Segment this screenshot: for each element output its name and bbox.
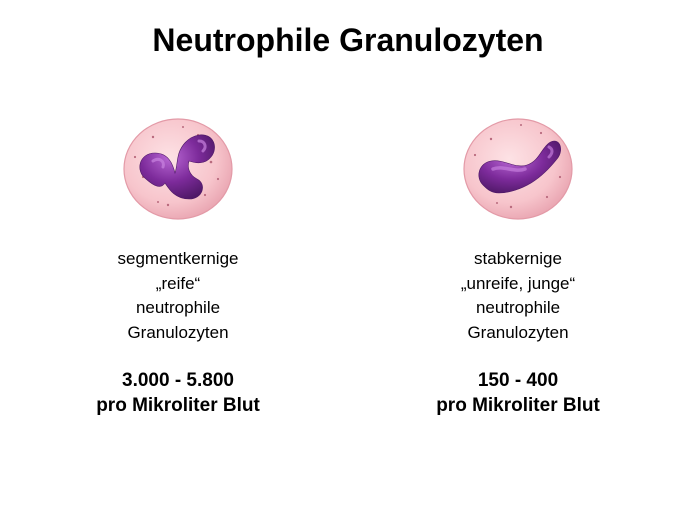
desc-line: segmentkernige [118,249,239,268]
panel-band: stabkernige „unreife, junge“ neutrophile… [398,107,638,419]
count-line: pro Mikroliter Blut [96,395,260,416]
count-line: 3.000 - 5.800 [122,370,234,391]
cell-band-icon [453,107,583,227]
desc-line: neutrophile [136,298,220,317]
count-segmented: 3.000 - 5.800 pro Mikroliter Blut [96,368,260,419]
desc-line: neutrophile [476,298,560,317]
panels-row: segmentkernige „reife“ neutrophile Granu… [0,107,696,419]
desc-line: Granulozyten [467,323,568,342]
count-band: 150 - 400 pro Mikroliter Blut [436,368,600,419]
page-title: Neutrophile Granulozyten [152,22,543,59]
cell-segmented-icon [113,107,243,227]
panel-segmented: segmentkernige „reife“ neutrophile Granu… [58,107,298,419]
desc-band: stabkernige „unreife, junge“ neutrophile… [461,247,575,346]
count-line: 150 - 400 [478,370,558,391]
count-line: pro Mikroliter Blut [436,395,600,416]
desc-line: „unreife, junge“ [461,274,575,293]
desc-line: Granulozyten [127,323,228,342]
desc-line: stabkernige [474,249,562,268]
desc-line: „reife“ [156,274,200,293]
desc-segmented: segmentkernige „reife“ neutrophile Granu… [118,247,239,346]
